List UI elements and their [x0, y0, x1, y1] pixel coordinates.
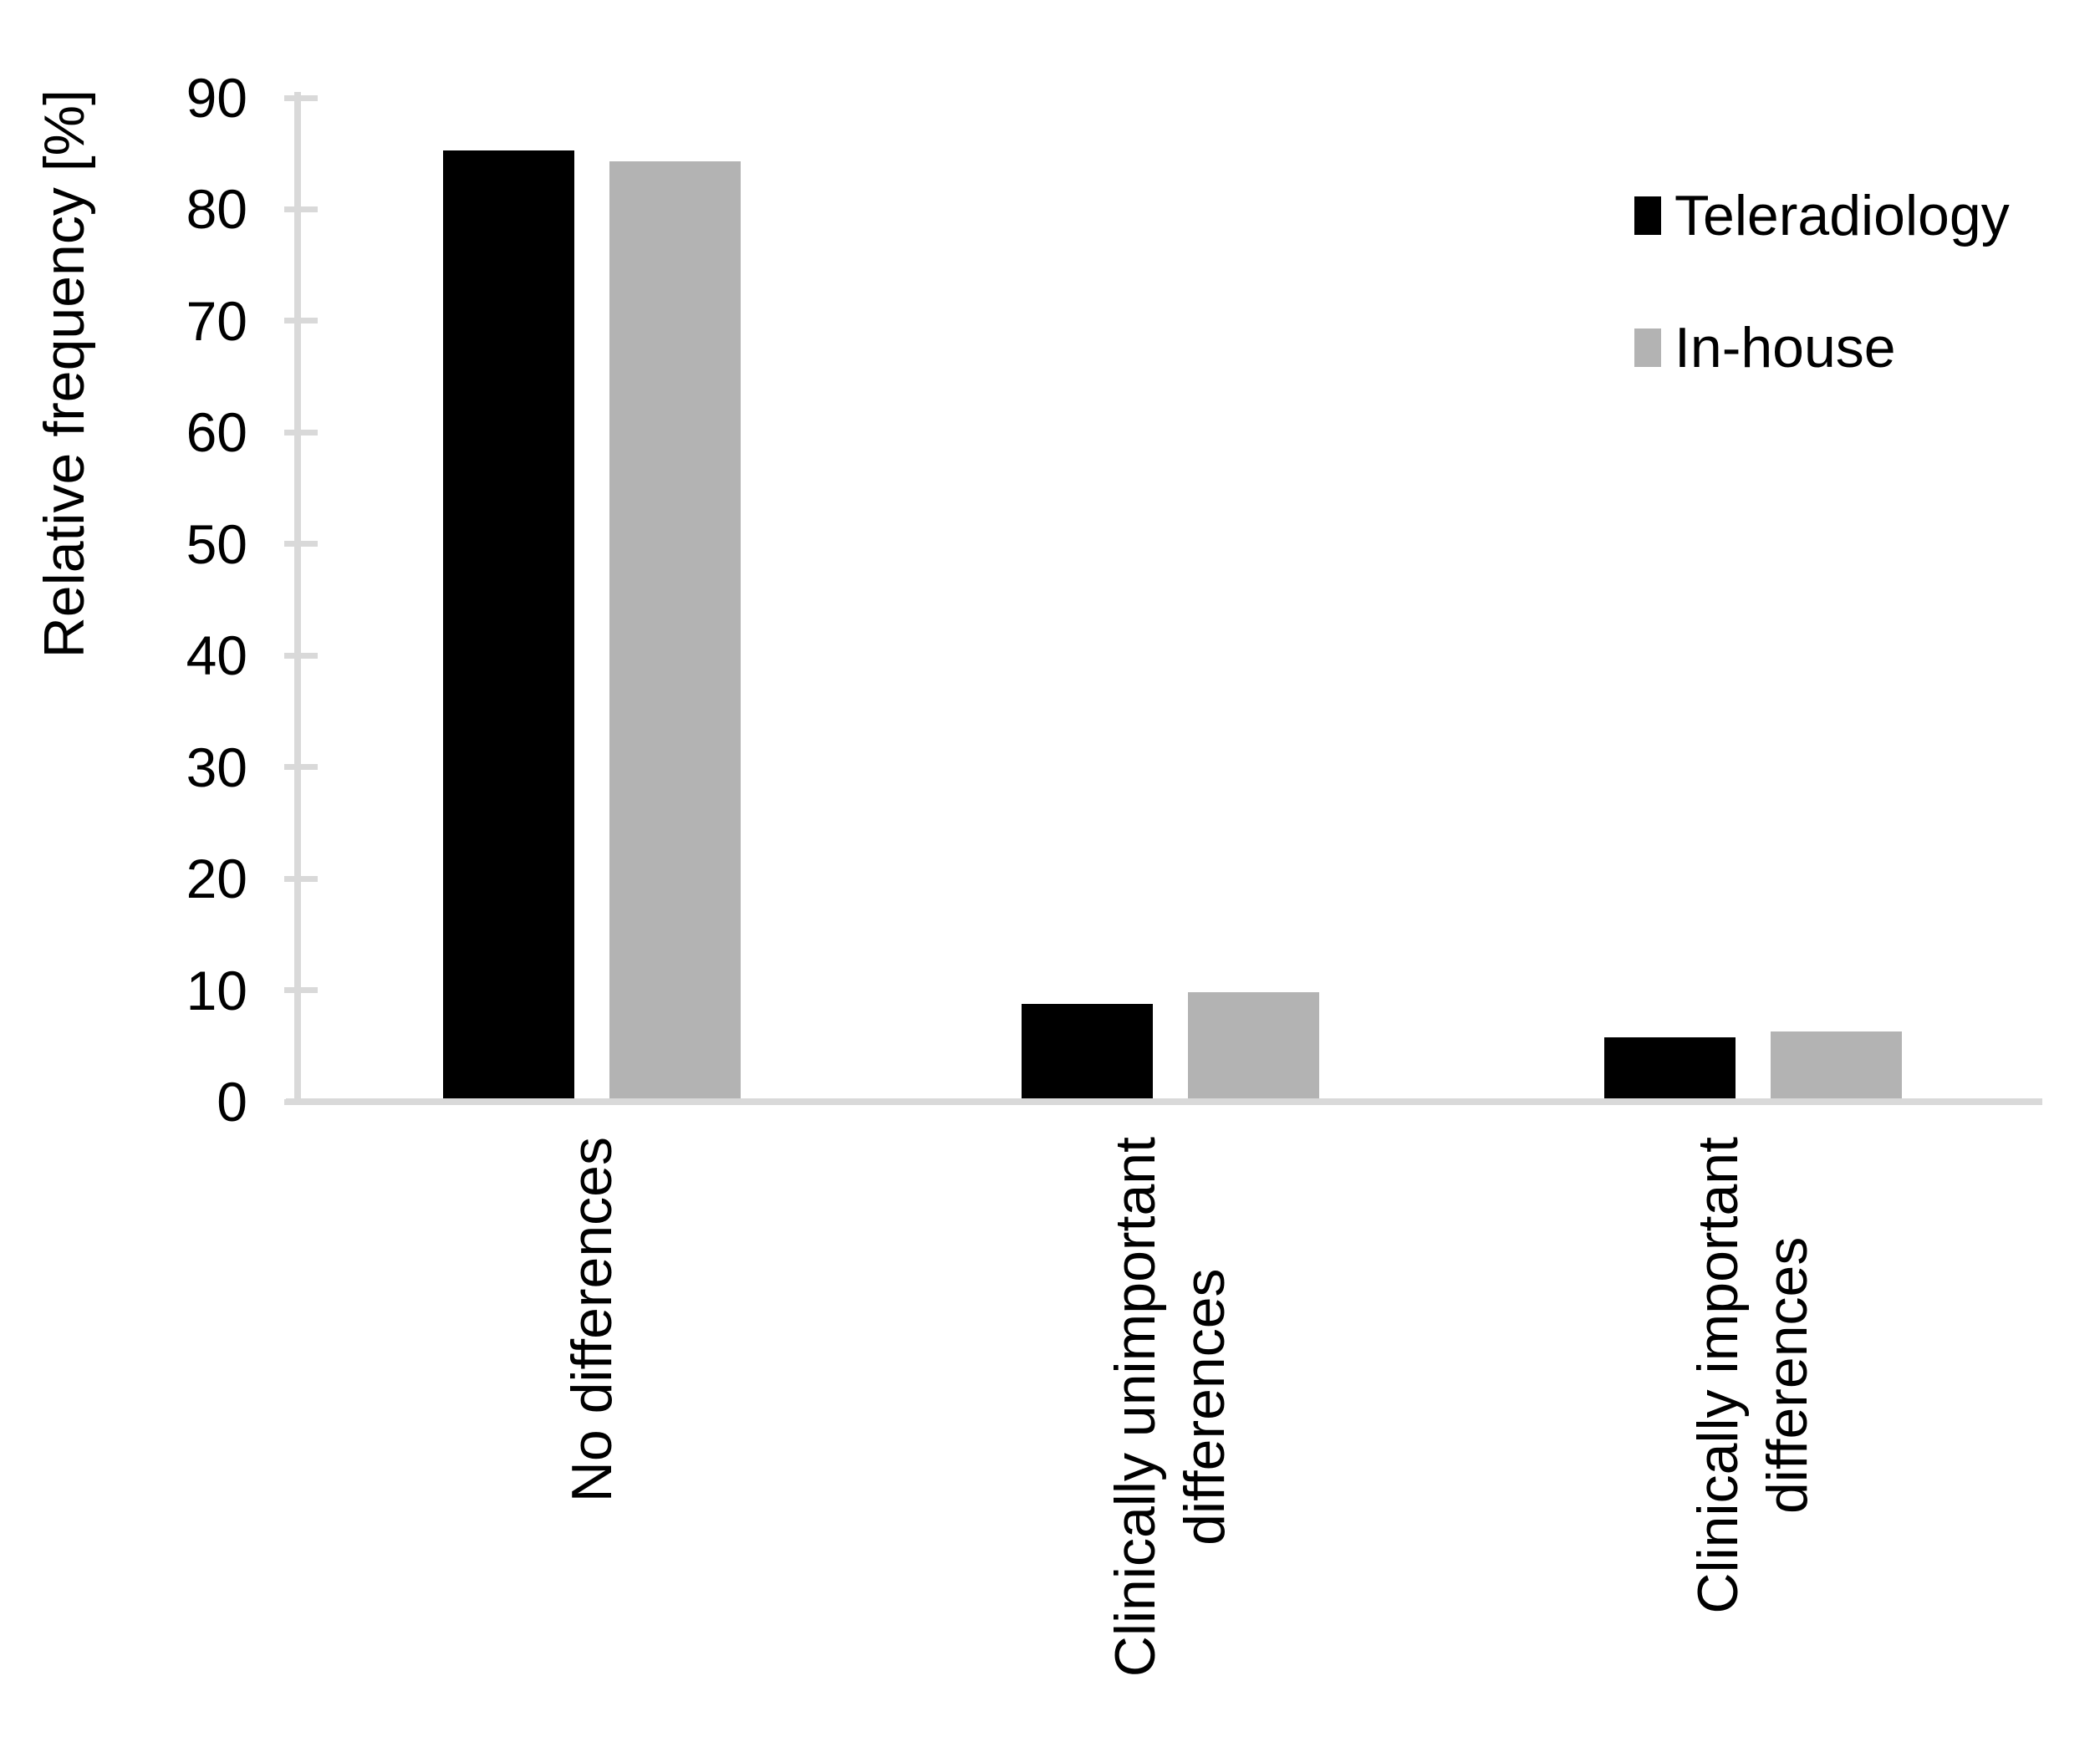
- y-axis-tick: [284, 653, 318, 659]
- y-axis-tick-label: 50: [186, 513, 247, 575]
- bar-teleradiology-cat1: [443, 150, 574, 1098]
- y-axis-tick-label: 80: [186, 178, 247, 240]
- y-axis-tick-label: 30: [186, 736, 247, 798]
- legend-label: Teleradiology: [1674, 184, 2010, 247]
- x-axis-category-label: Clinically important differences: [1686, 1137, 1819, 1614]
- y-axis-tick: [284, 430, 318, 436]
- bar-teleradiology-cat3: [1604, 1037, 1736, 1098]
- bar-in-house-cat1: [609, 161, 741, 1098]
- y-axis-tick: [284, 1099, 318, 1105]
- y-axis-tick: [284, 876, 318, 882]
- legend-label: In-house: [1674, 316, 1896, 379]
- legend-color-swatch-icon: [1634, 196, 1661, 235]
- bar-teleradiology-cat2: [1022, 1004, 1153, 1098]
- legend-item-teleradiology: Teleradiology: [1634, 186, 2010, 246]
- y-axis-tick: [284, 541, 318, 547]
- legend-item-in-house: In-house: [1634, 318, 1896, 378]
- y-axis-tick-label: 10: [186, 960, 247, 1021]
- bar-in-house-cat2: [1188, 992, 1319, 1098]
- y-axis-tick-label: 0: [217, 1071, 247, 1133]
- bar-in-house-cat3: [1771, 1031, 1902, 1098]
- x-axis-category-label: No differences: [559, 1137, 624, 1503]
- y-axis-tick-label: 40: [186, 624, 247, 686]
- x-axis-category-label: Clinically unimportant differences: [1104, 1137, 1236, 1678]
- y-axis-tick-label: 60: [186, 401, 247, 463]
- y-axis-tick: [284, 764, 318, 770]
- y-axis-line: [294, 92, 301, 1105]
- y-axis-tick: [284, 318, 318, 323]
- y-axis-tick: [284, 987, 318, 993]
- x-axis-line: [286, 1098, 2042, 1105]
- legend-color-swatch-icon: [1634, 329, 1661, 367]
- y-axis-tick-label: 70: [186, 290, 247, 352]
- y-axis-tick: [284, 95, 318, 101]
- y-axis-tick-label: 90: [186, 67, 247, 129]
- y-axis-tick-label: 20: [186, 848, 247, 909]
- y-axis-tick: [284, 206, 318, 212]
